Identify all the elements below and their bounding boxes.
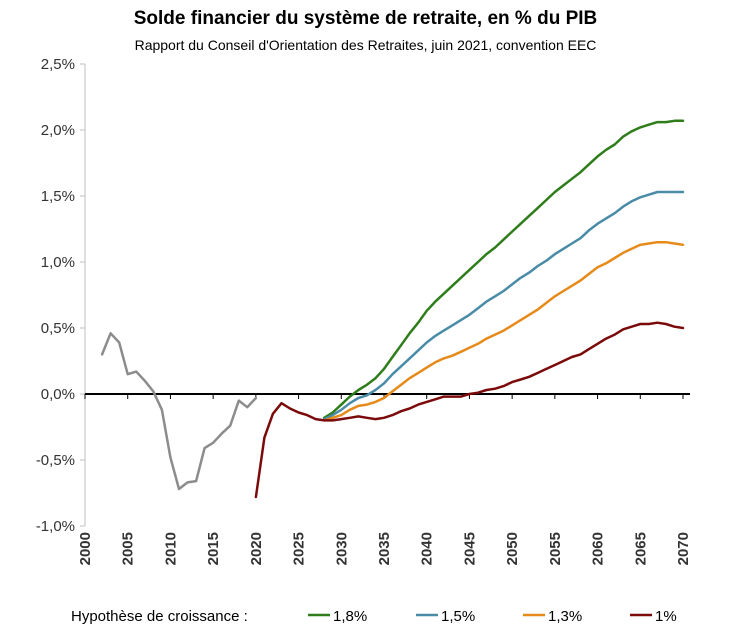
chart-subtitle: Rapport du Conseil d'Orientation des Ret… — [134, 37, 597, 53]
legend-label: 1% — [655, 608, 677, 625]
x-tick-label: 2035 — [376, 532, 393, 565]
series-line-growth-1 — [322, 119, 685, 420]
x-tick-label: 2040 — [419, 532, 436, 565]
x-axis: 2000 2005 2010 2015 2020 2025 2030 2035 2040 2045… — [77, 394, 692, 565]
legend-items: 1,8% 1,5% 1,3% 1% — [308, 608, 677, 625]
plot-area: -1,0%-0,5%0,0%0,5%1,0%1,5%2,0%2,5% 2000 2… — [36, 56, 692, 565]
series-line-growth-2 — [322, 190, 685, 421]
x-tick-label: 2050 — [504, 532, 521, 565]
y-tick-label: 1,0% — [41, 254, 75, 271]
x-tick-label: 2005 — [120, 532, 137, 565]
x-tick-label: 2065 — [632, 532, 649, 565]
x-tick-label: 2010 — [162, 532, 179, 565]
x-tick-label: 2045 — [461, 532, 478, 565]
legend-label: 1,5% — [441, 608, 475, 625]
series-line-growth-4 — [254, 321, 685, 499]
x-tick-label: 2015 — [205, 532, 222, 565]
legend: Hypothèse de croissance : 1,8% 1,5% 1,3% 1% — [71, 608, 677, 625]
legend-label: 1,3% — [548, 608, 582, 625]
x-tick-label: 2020 — [248, 532, 265, 565]
y-tick-label: 1,5% — [41, 188, 75, 205]
series-layer — [100, 119, 685, 499]
x-tick-label: 2060 — [590, 532, 607, 565]
chart-title: Solde financier du système de retraite, … — [133, 8, 598, 29]
legend-title: Hypothèse de croissance : — [71, 608, 248, 625]
y-tick-label: 2,0% — [41, 122, 75, 139]
x-tick-label: 2000 — [77, 532, 94, 565]
series-line-historique — [100, 332, 258, 491]
x-tick-label: 2055 — [547, 532, 564, 565]
y-tick-label: 0,0% — [41, 386, 75, 403]
x-tick-label: 2030 — [333, 532, 350, 565]
y-tick-label: 2,5% — [41, 56, 75, 73]
x-tick-label: 2025 — [291, 532, 308, 565]
legend-label: 1,8% — [333, 608, 367, 625]
series-line-growth-3 — [322, 240, 685, 422]
y-tick-label: -1,0% — [36, 518, 75, 535]
y-axis: -1,0% -0,5% 0,0% 0,5% 1,0% 1,5% 2,0% 2,5% — [36, 56, 85, 535]
y-tick-label: 0,5% — [41, 320, 75, 337]
x-tick-label: 2070 — [675, 532, 692, 565]
y-tick-label: -0,5% — [36, 452, 75, 469]
